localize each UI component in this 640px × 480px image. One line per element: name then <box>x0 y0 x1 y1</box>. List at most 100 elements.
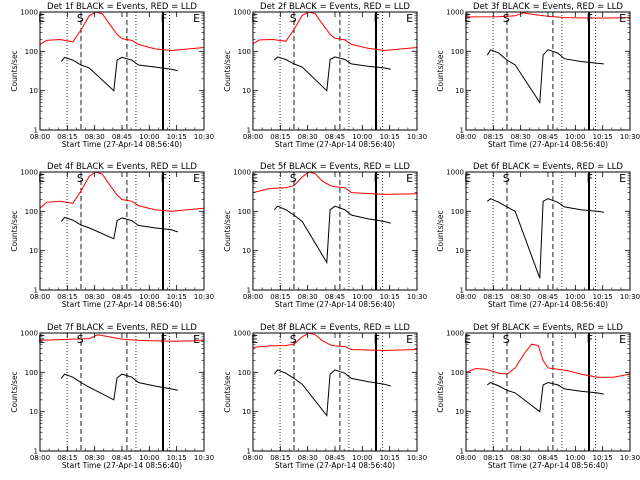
event-marker-label: S <box>290 12 297 25</box>
x-tick-label: 08:30 <box>511 133 531 141</box>
x-tick-label: 08:30 <box>511 293 531 301</box>
x-tick-label: 08:15 <box>57 454 77 462</box>
x-tick-label: 08:45 <box>325 454 345 462</box>
x-tick-label: 10:30 <box>407 293 427 301</box>
y-tick-label: 1 <box>247 127 251 135</box>
x-tick-label: 08:00 <box>456 454 476 462</box>
panel-title: Det 6f BLACK = Events, RED = LLD <box>473 162 623 172</box>
x-tick-label: 08:15 <box>483 293 503 301</box>
y-tick-label: 1 <box>34 127 38 135</box>
y-axis-label: Counts/sec <box>10 50 19 91</box>
x-tick-label: 10:00 <box>352 293 372 301</box>
x-tick-label: 08:15 <box>270 293 290 301</box>
x-tick-label: 10:30 <box>407 454 427 462</box>
series-line-events <box>60 216 178 240</box>
detector-panel-3: Det 3f BLACK = Events, RED = LLD 1 10 100 10… <box>436 2 640 149</box>
x-tick-label: 10:00 <box>139 133 159 141</box>
x-tick-label: 10:00 <box>565 454 585 462</box>
x-tick-label: 08:30 <box>298 293 318 301</box>
x-axis-label: Start Time (27-Apr-14 08:56:40) <box>62 461 182 470</box>
x-tick-label: 08:00 <box>30 293 50 301</box>
plot-frame <box>465 332 631 452</box>
event-marker-label: F <box>161 333 167 346</box>
y-tick-label: 100 <box>238 208 251 216</box>
x-tick-label: 08:15 <box>270 133 290 141</box>
event-marker-label: E <box>193 172 200 185</box>
event-marker-label: F <box>587 333 593 346</box>
x-axis-label: Start Time (27-Apr-14 08:56:40) <box>62 300 182 309</box>
event-marker-label: E <box>619 333 626 346</box>
x-tick-label: 10:30 <box>194 454 214 462</box>
event-marker-label: S <box>290 333 297 346</box>
series-line-events <box>60 373 178 401</box>
x-tick-label: 08:45 <box>538 454 558 462</box>
x-tick-label: 10:15 <box>593 293 613 301</box>
y-tick-label: 1000 <box>446 169 464 177</box>
event-marker-label: E <box>619 172 626 185</box>
y-tick-label: 10 <box>455 247 464 255</box>
event-marker-label: F <box>374 333 380 346</box>
event-marker-label: E <box>464 12 471 25</box>
y-tick-label: 1 <box>34 287 38 295</box>
x-tick-label: 08:15 <box>57 293 77 301</box>
y-tick-label: 10 <box>242 247 251 255</box>
event-marker-label: E <box>464 172 471 185</box>
panel-title: Det 1f BLACK = Events, RED = LLD <box>47 2 197 12</box>
event-marker-label: F <box>587 172 593 185</box>
y-axis-label: Counts/sec <box>10 210 19 251</box>
y-tick-label: 1 <box>460 287 464 295</box>
x-tick-label: 08:30 <box>298 133 318 141</box>
x-tick-label: 08:45 <box>325 293 345 301</box>
x-axis-label: Start Time (27-Apr-14 08:56:40) <box>62 140 182 149</box>
event-marker-label: E <box>464 333 471 346</box>
event-marker-label: E <box>619 12 626 25</box>
x-tick-label: 08:00 <box>243 133 263 141</box>
x-tick-label: 10:15 <box>380 293 400 301</box>
x-tick-label: 08:00 <box>30 133 50 141</box>
y-axis-label: Counts/sec <box>223 371 232 412</box>
event-marker-label: F <box>161 12 167 25</box>
event-marker-label: E <box>406 333 413 346</box>
x-tick-label: 10:00 <box>352 454 372 462</box>
series-line-lld <box>252 11 418 52</box>
event-marker-label: E <box>251 12 258 25</box>
panel-title: Det 7f BLACK = Events, RED = LLD <box>47 323 197 333</box>
x-tick-label: 10:15 <box>593 133 613 141</box>
x-tick-label: 10:30 <box>194 293 214 301</box>
y-tick-label: 10 <box>29 87 38 95</box>
series-line-events <box>487 381 604 413</box>
event-marker-label: E <box>38 333 45 346</box>
y-axis-label: Counts/sec <box>436 371 445 412</box>
y-tick-label: 100 <box>451 208 464 216</box>
event-marker-label: E <box>193 12 200 25</box>
x-tick-label: 08:00 <box>456 133 476 141</box>
y-axis-label: Counts/sec <box>223 210 232 251</box>
event-marker-label: F <box>161 172 167 185</box>
y-axis-label: Counts/sec <box>223 50 232 91</box>
plot-frame <box>39 11 205 131</box>
event-marker-label: F <box>374 12 380 25</box>
x-tick-label: 10:00 <box>139 454 159 462</box>
x-tick-label: 08:30 <box>85 293 105 301</box>
plot-frame <box>252 11 418 131</box>
y-tick-label: 1000 <box>446 9 464 17</box>
event-marker-label: E <box>406 12 413 25</box>
y-axis-label: Counts/sec <box>10 371 19 412</box>
event-marker-label: S <box>290 172 297 185</box>
x-tick-label: 10:00 <box>352 133 372 141</box>
x-tick-label: 10:00 <box>565 293 585 301</box>
series-line-events <box>273 205 391 265</box>
series-line-lld <box>252 171 418 195</box>
event-marker-label: E <box>251 172 258 185</box>
y-tick-label: 100 <box>25 369 38 377</box>
event-marker-label: E <box>406 172 413 185</box>
event-marker-label: E <box>38 172 45 185</box>
x-axis-label: Start Time (27-Apr-14 08:56:40) <box>275 140 395 149</box>
x-tick-label: 08:30 <box>85 454 105 462</box>
detector-panel-9: Det 9f BLACK = Events, RED = LLD 1 10 100 10… <box>436 323 640 470</box>
event-marker-label: S <box>503 333 510 346</box>
event-marker-label: S <box>77 333 84 346</box>
x-tick-label: 10:30 <box>620 293 640 301</box>
x-tick-label: 10:15 <box>167 454 187 462</box>
